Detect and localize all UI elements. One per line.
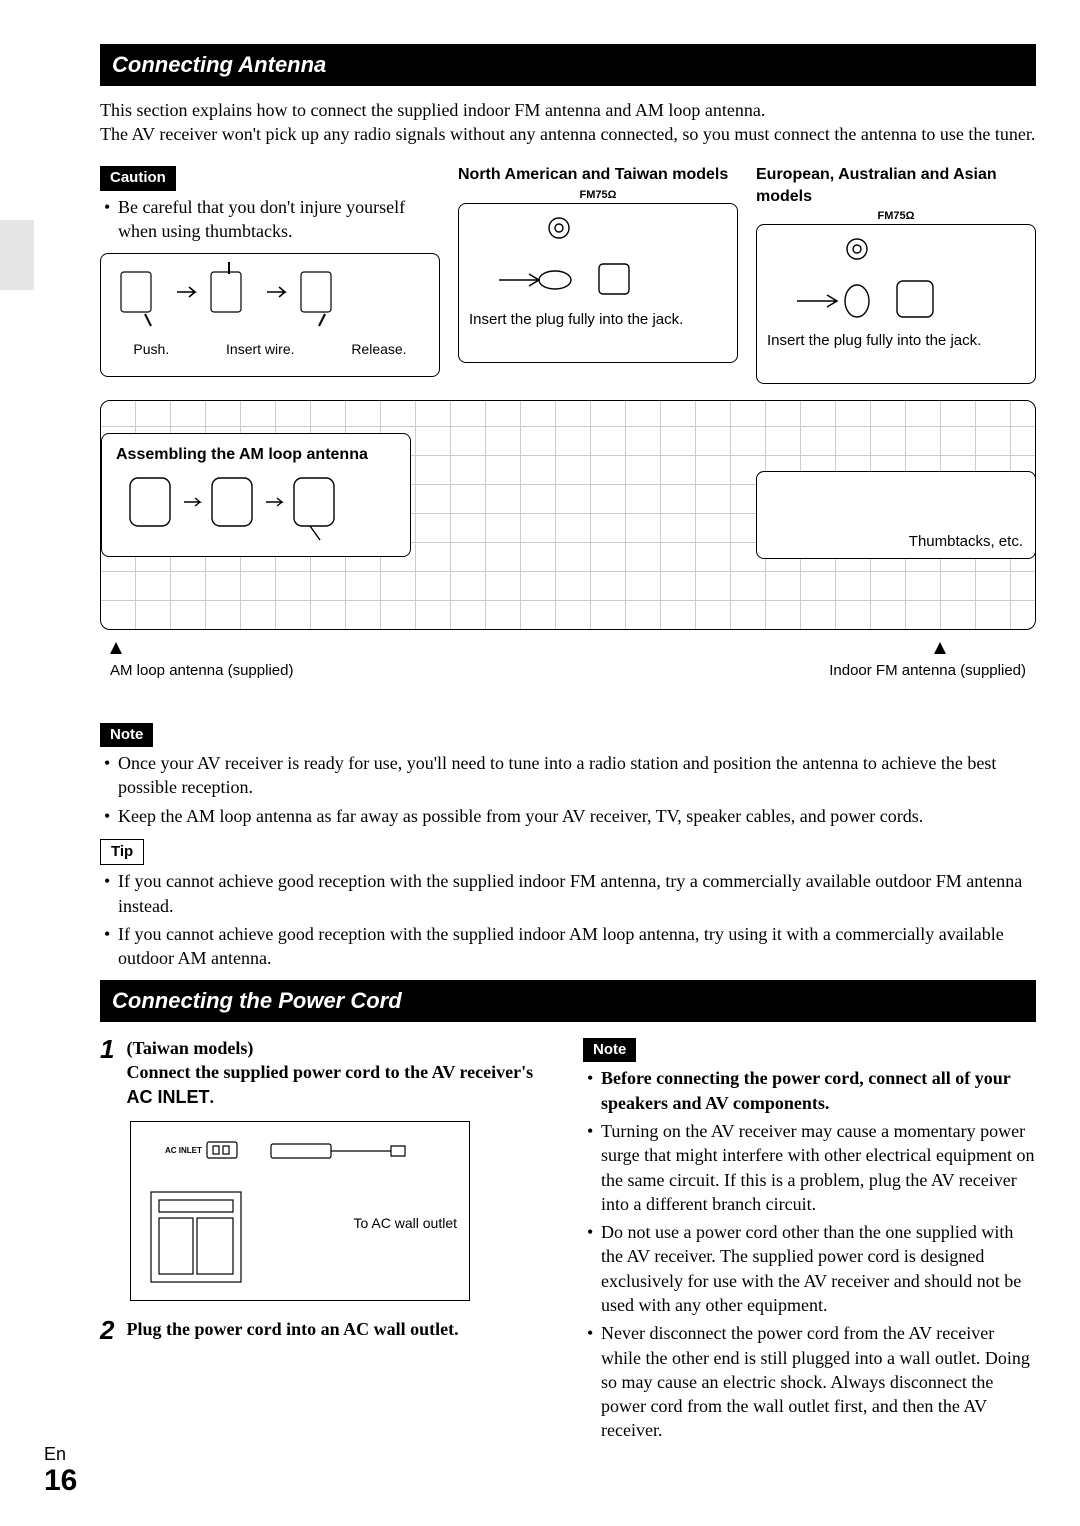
tip-item: If you cannot achieve good reception wit… [100,922,1036,971]
am-antenna-label: AM loop antenna (supplied) [110,662,293,679]
eu-insert-text: Insert the plug fully into the jack. [767,331,1025,351]
rear-panel-diagram: Assembling the AM loop antenna Thumbtack… [100,400,1036,630]
eu-plug-diagram [767,231,1025,331]
thumbtack-label: Thumbtacks, etc. [909,533,1023,550]
model-eu-title: European, Australian and Asian models [756,164,1036,207]
model-eu-fm: FM75Ω [756,209,1036,224]
step1-line-a: (Taiwan models) [126,1038,253,1058]
na-plug-diagram [469,210,727,310]
terminal-step-push: Push. [133,340,169,359]
terminal-step-release: Release. [351,340,406,359]
intro-line-2: The AV receiver won't pick up any radio … [100,124,1035,144]
step-number: 2 [100,1317,114,1343]
step1-line-b-suffix: . [209,1087,214,1107]
note2-item-bold: Before connecting the power cord, connec… [583,1066,1036,1115]
cord-label: To AC wall outlet [354,1214,458,1233]
note2-item: Never disconnect the power cord from the… [583,1321,1036,1442]
note-label-2: Note [583,1038,636,1062]
step-2: 2 Plug the power cord into an AC wall ou… [100,1317,553,1343]
arrow-up-icon [110,642,122,654]
section-header-power: Connecting the Power Cord [100,980,1036,1022]
terminal-diagram [101,254,439,334]
model-na-title: North American and Taiwan models [458,164,738,186]
left-margin-tab [0,220,34,290]
step1-ac-inlet: AC INLET [126,1087,209,1107]
footer-lang: En [44,1442,77,1466]
am-assemble-box: Assembling the AM loop antenna [101,433,411,557]
terminal-step-insert: Insert wire. [226,340,294,359]
caution-label: Caution [100,166,176,190]
step-number: 1 [100,1036,114,1109]
intro-text: This section explains how to connect the… [100,98,1036,147]
tip-item: If you cannot achieve good reception wit… [100,869,1036,918]
note1-item: Keep the AM loop antenna as far away as … [100,804,1036,828]
model-na-fm: FM75Ω [458,188,738,203]
step-1: 1 (Taiwan models) Connect the supplied p… [100,1036,553,1109]
footer-page: 16 [44,1466,77,1496]
thumbtack-box: Thumbtacks, etc. [756,471,1036,559]
note-label-1: Note [100,723,153,747]
am-assemble-diagram [116,466,396,546]
power-cord-figure: AC INLET To AC wall outlet [130,1121,470,1301]
am-assemble-title: Assembling the AM loop antenna [116,444,396,466]
section-header-antenna: Connecting Antenna [100,44,1036,86]
na-insert-text: Insert the plug fully into the jack. [469,310,727,330]
tip-label: Tip [100,839,144,865]
page-footer: En 16 [44,1442,77,1496]
step2-text: Plug the power cord into an AC wall outl… [126,1317,553,1343]
note2-item: Do not use a power cord other than the o… [583,1220,1036,1317]
intro-line-1: This section explains how to connect the… [100,100,765,120]
caution-item: Be careful that you don't injure yoursel… [100,195,440,244]
ac-inlet-mark: AC INLET [165,1146,202,1157]
step1-line-b-prefix: Connect the supplied power cord to the A… [126,1062,533,1082]
arrow-up-icon [934,642,946,654]
note1-item: Once your AV receiver is ready for use, … [100,751,1036,800]
fm-antenna-label: Indoor FM antenna (supplied) [829,662,1026,679]
note2-item: Turning on the AV receiver may cause a m… [583,1119,1036,1216]
